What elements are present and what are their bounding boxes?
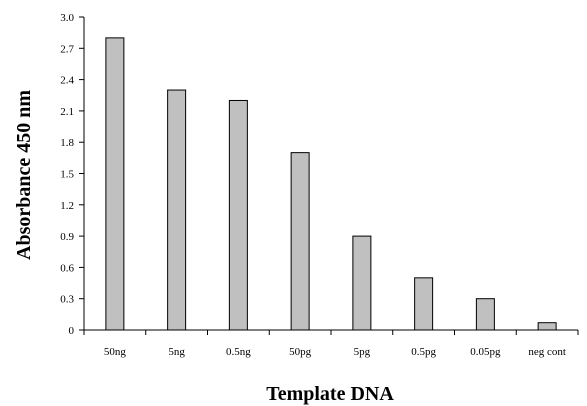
x-tick-label: 50ng xyxy=(104,346,127,358)
y-tick-label: 1.8 xyxy=(60,137,74,149)
y-tick-label: 3.0 xyxy=(60,12,74,24)
y-tick-label: 2.4 xyxy=(60,75,74,87)
y-axis-title: Absorbance 450 nm xyxy=(13,90,35,260)
y-tick-label: 0.9 xyxy=(60,231,74,243)
bar-neg-cont xyxy=(537,322,557,331)
y-tick-label: 0.3 xyxy=(60,294,74,306)
x-axis-ticks: 50ng 5ng 0.5ng 50pg 5pg 0.5pg 0.05pg neg cont xyxy=(83,330,579,358)
x-tick-label: 5pg xyxy=(354,346,371,358)
x-tick-label: 5ng xyxy=(168,346,185,358)
bar-50ng xyxy=(105,37,125,331)
bar-5pg xyxy=(352,235,372,331)
x-tick-label: 0.5pg xyxy=(411,346,436,358)
bar-0-05pg xyxy=(475,298,495,331)
bars xyxy=(105,37,557,331)
x-tick-label: 50pg xyxy=(289,346,312,358)
x-tick-label: neg cont xyxy=(528,346,566,358)
y-tick-label: 2.7 xyxy=(60,43,74,55)
x-tick-label: 0.05pg xyxy=(470,346,501,358)
y-axis-ticks: 0 0.3 0.6 0.9 1.2 1.5 1.8 2.1 2.4 2.7 3.0 xyxy=(60,12,84,337)
y-tick-label: 2.1 xyxy=(60,106,74,118)
bar-5ng xyxy=(167,89,187,331)
bar-0-5pg xyxy=(414,277,434,331)
bar-50pg xyxy=(290,152,310,331)
y-tick-label: 0.6 xyxy=(60,262,74,274)
y-tick-label: 0 xyxy=(69,325,75,337)
bar-0-5ng xyxy=(228,99,248,331)
x-axis-title: Template DNA xyxy=(266,383,394,405)
y-tick-label: 1.2 xyxy=(60,200,74,212)
x-tick-label: 0.5ng xyxy=(226,346,251,358)
y-tick-label: 1.5 xyxy=(60,169,74,181)
